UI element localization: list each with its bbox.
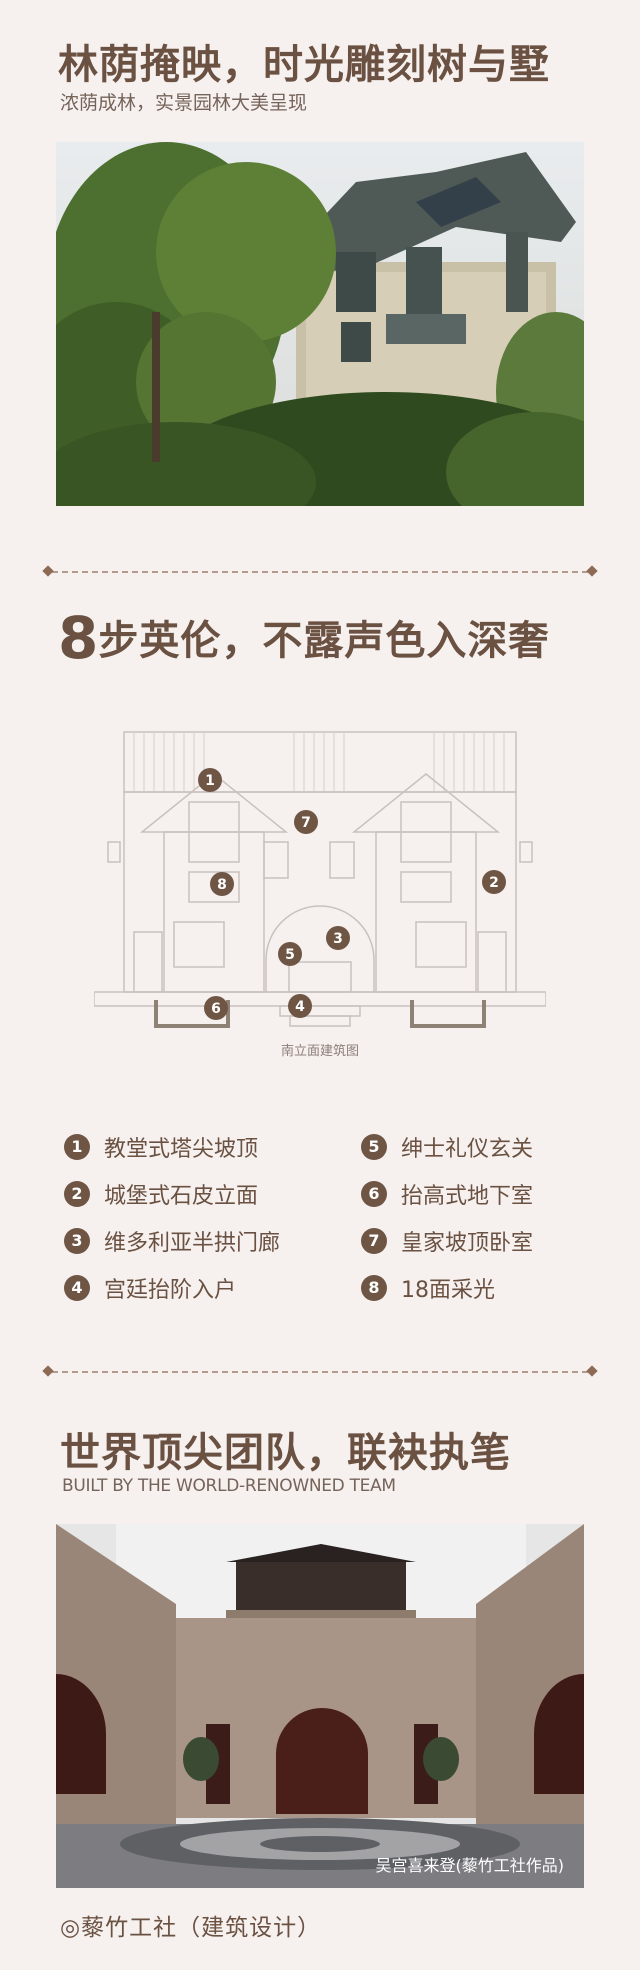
villa-garden-photo [56, 142, 584, 506]
feature-item-3: 3 维多利亚半拱门廊 [64, 1225, 280, 1256]
feature-item-8: 8 18面采光 [361, 1272, 495, 1303]
feature-number-badge: 4 [64, 1275, 90, 1301]
svg-text:4: 4 [295, 999, 305, 1015]
feature-number-badge: 8 [361, 1275, 387, 1301]
feature-label: 18面采光 [401, 1278, 495, 1303]
feature-label: 维多利亚半拱门廊 [104, 1231, 281, 1256]
section-title-garden: 林荫掩映，时光雕刻树与墅 [58, 42, 550, 88]
diagram-caption: 南立面建筑图 [280, 1044, 359, 1059]
section-divider [42, 565, 598, 578]
divider-diamond-right [586, 565, 598, 577]
feature-label: 抬高式地下室 [401, 1184, 534, 1209]
feature-item-1: 1 教堂式塔尖坡顶 [64, 1131, 258, 1162]
section-divider [42, 1365, 598, 1378]
divider-diamond-left [42, 565, 54, 577]
diagram-marker-7: 7 [294, 810, 318, 834]
diagram-marker-1: 1 [198, 768, 222, 792]
feature-number-badge: 1 [64, 1134, 90, 1160]
section-title-english-style: 8步英伦，不露声色入深奢 [58, 604, 549, 672]
south-elevation-drawing: 1 7 8 2 3 5 6 [93, 722, 547, 1038]
diagram-marker-5: 5 [278, 942, 302, 966]
title-number: 8 [58, 604, 99, 672]
svg-text:8: 8 [217, 877, 227, 893]
feature-number-badge: 5 [361, 1134, 387, 1160]
svg-text:2: 2 [489, 875, 499, 891]
feature-label: 教堂式塔尖坡顶 [104, 1137, 259, 1162]
diagram-marker-6: 6 [204, 996, 228, 1020]
feature-item-7: 7 皇家坡顶卧室 [361, 1225, 533, 1256]
section-subtitle-team: BUILT BY THE WORLD-RENOWNED TEAM [62, 1476, 396, 1496]
feature-item-6: 6 抬高式地下室 [361, 1178, 533, 1209]
courtyard-photo [56, 1524, 584, 1888]
title-text: 步英伦，不露声色入深奢 [98, 618, 550, 664]
diagram-marker-3: 3 [326, 926, 350, 950]
feature-item-4: 4 宫廷抬阶入户 [64, 1272, 236, 1303]
diagram-marker-8: 8 [210, 872, 234, 896]
feature-label: 皇家坡顶卧室 [401, 1231, 534, 1256]
section-title-team: 世界顶尖团队，联袂执笔 [60, 1430, 511, 1476]
diagram-marker-2: 2 [482, 870, 506, 894]
photo-caption: 吴宫喜来登(藜竹工社作品) [375, 1856, 565, 1875]
section-subtitle-garden: 浓荫成林，实景园林大美呈现 [60, 92, 308, 114]
architect-credit: ◎藜竹工社（建筑设计） [60, 1915, 322, 1941]
svg-text:6: 6 [211, 1001, 221, 1017]
svg-text:1: 1 [205, 773, 215, 789]
feature-label: 宫廷抬阶入户 [104, 1278, 237, 1303]
svg-text:3: 3 [333, 931, 343, 947]
svg-text:5: 5 [285, 947, 295, 963]
divider-diamond-left [42, 1365, 54, 1377]
feature-label: 城堡式石皮立面 [104, 1184, 259, 1209]
feature-number-badge: 6 [361, 1181, 387, 1207]
feature-number-badge: 7 [361, 1228, 387, 1254]
feature-item-5: 5 绅士礼仪玄关 [361, 1131, 533, 1162]
feature-number-badge: 2 [64, 1181, 90, 1207]
feature-label: 绅士礼仪玄关 [401, 1137, 534, 1162]
svg-text:7: 7 [301, 815, 311, 831]
divider-diamond-right [586, 1365, 598, 1377]
feature-item-2: 2 城堡式石皮立面 [64, 1178, 258, 1209]
diagram-marker-4: 4 [288, 994, 312, 1018]
feature-number-badge: 3 [64, 1228, 90, 1254]
